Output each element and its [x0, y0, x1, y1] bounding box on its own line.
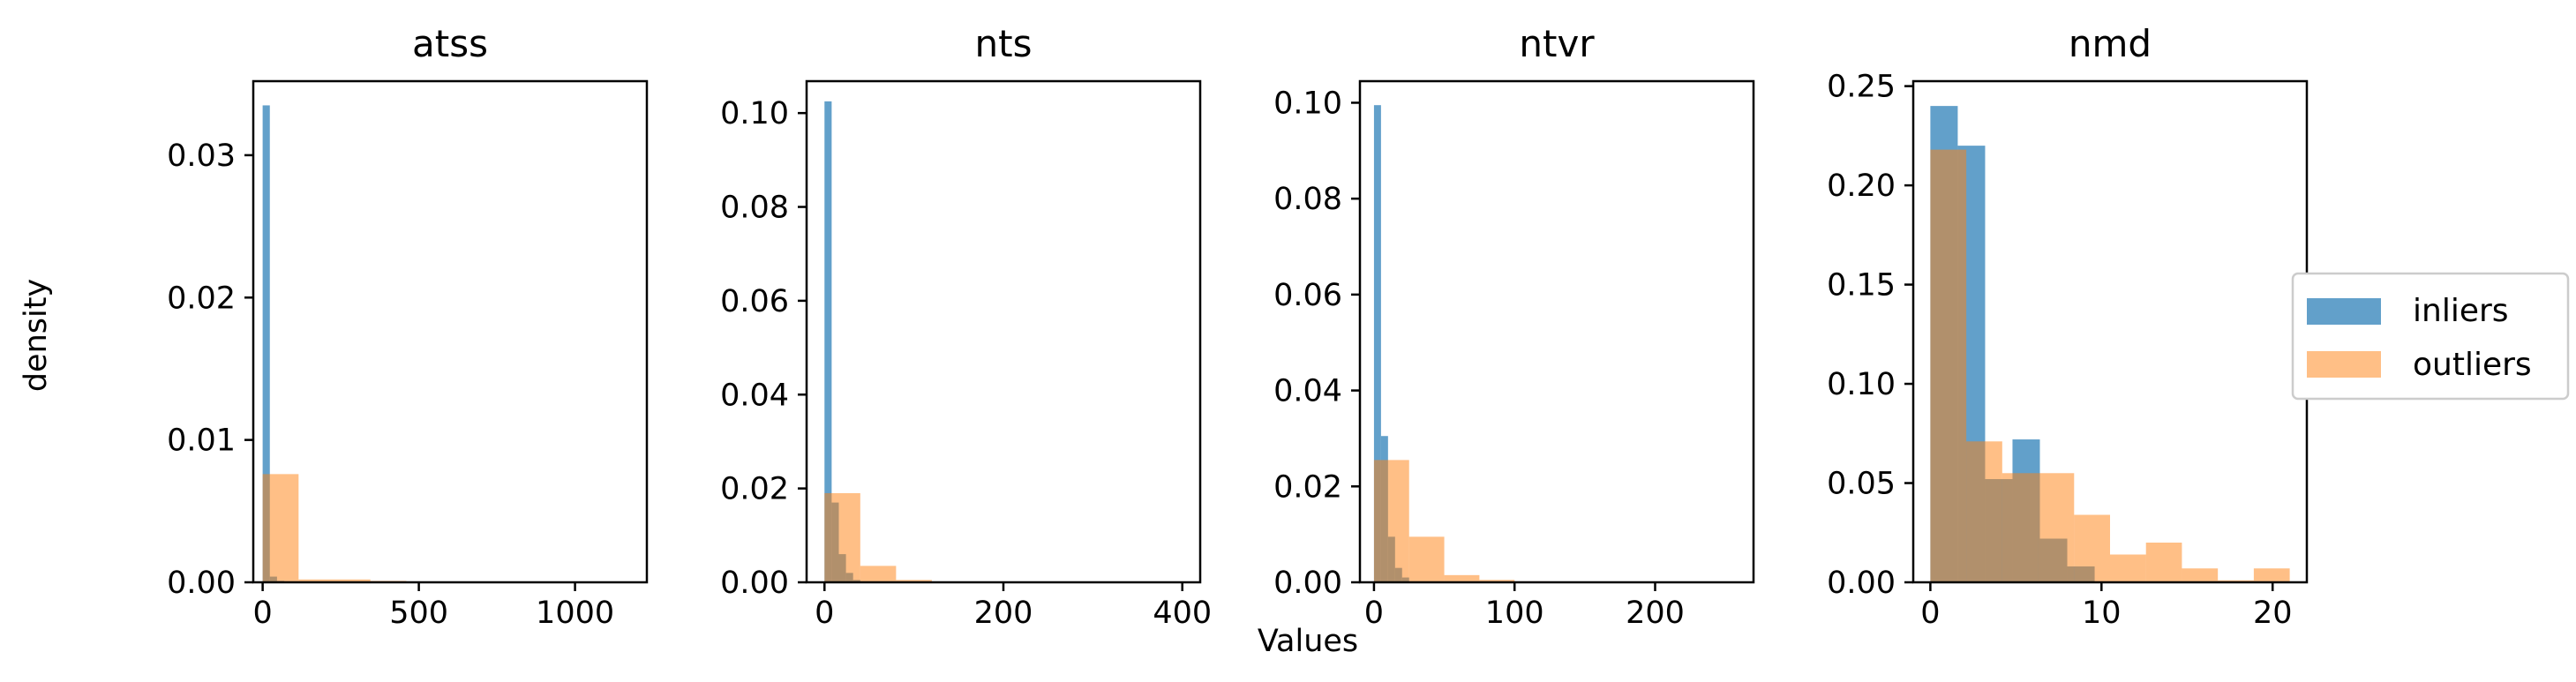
x-tick-label: 200 [1626, 596, 1685, 631]
y-tick-label: 0.02 [720, 472, 789, 507]
y-tick-label: 0.00 [1827, 566, 1896, 601]
y-tick-label: 0.05 [1827, 467, 1896, 502]
x-tick-label: 1000 [536, 596, 614, 631]
y-tick-label: 0.08 [720, 191, 789, 226]
y-tick-label: 0.01 [167, 423, 236, 459]
y-tick-label: 0.00 [167, 566, 236, 601]
legend-swatch-inliers [2307, 298, 2381, 325]
histogram-bar-outliers [2110, 554, 2146, 582]
histogram-bar-outliers [334, 579, 371, 582]
y-tick-label: 0.00 [1273, 566, 1342, 601]
legend: inliers outliers [2291, 272, 2570, 401]
histogram-bar-outliers [1966, 441, 2002, 582]
histogram-bar-outliers [1408, 536, 1445, 582]
histogram-bar-outliers [2038, 473, 2075, 582]
x-tick-label: 400 [1153, 596, 1212, 631]
y-axis-label: density [19, 279, 54, 392]
y-tick-label: 0.04 [1273, 374, 1342, 409]
histogram-bar-outliers [1444, 574, 1480, 582]
histogram-bar-outliers [896, 580, 932, 582]
subplot-title: nmd [2069, 22, 2152, 65]
x-tick-label: 200 [974, 596, 1033, 631]
axes-frame [252, 79, 649, 584]
y-tick-label: 0.02 [1273, 469, 1342, 505]
histogram-bar-outliers [1930, 149, 1967, 583]
histogram-bar-outliers [262, 474, 299, 582]
x-tick-label: 0 [1920, 596, 1940, 631]
y-tick-label: 0.00 [720, 566, 789, 601]
y-tick-label: 0.06 [1273, 278, 1342, 313]
panel-atss: 0 500 1000 0.00 0.01 0.02 0.03 atss [167, 22, 649, 631]
y-tick-label: 0.10 [1273, 86, 1342, 121]
subplot-title: ntvr [1519, 22, 1595, 65]
histogram-bar-outliers [1373, 460, 1409, 582]
x-tick-label: 20 [2253, 596, 2293, 631]
x-tick-label: 10 [2082, 596, 2122, 631]
histogram-bar-inliers [262, 105, 270, 583]
panel-nts: 0 200 400 0.00 0.02 0.04 0.06 0.08 0.10 nts [720, 22, 1212, 631]
axes-frame [1358, 79, 1755, 584]
x-tick-label: 0 [1364, 596, 1384, 631]
histogram-bar-inliers [1373, 105, 1381, 583]
x-tick-label: 500 [389, 596, 448, 631]
y-tick-label: 0.03 [167, 139, 236, 174]
y-tick-label: 0.06 [720, 284, 789, 319]
y-tick-label: 0.08 [1273, 182, 1342, 217]
panel-ntvr: 0 100 200 0.00 0.02 0.04 0.06 0.08 0.10 ntvr [1273, 22, 1755, 631]
legend-swatch-outliers [2307, 351, 2381, 378]
histogram-bar-outliers [2145, 543, 2182, 582]
histogram-bar-inliers [824, 101, 832, 583]
subplot-title: atss [412, 22, 488, 65]
y-tick-label: 0.15 [1827, 268, 1896, 304]
x-tick-label: 0 [815, 596, 834, 631]
y-tick-label: 0.04 [720, 378, 789, 413]
y-tick-label: 0.20 [1827, 169, 1896, 204]
x-tick-label: 100 [1485, 596, 1544, 631]
histogram-bar-outliers [2001, 473, 2039, 582]
x-tick-label: 0 [252, 596, 272, 631]
histogram-bar-outliers [824, 492, 860, 582]
histogram-bar-outliers [2182, 568, 2219, 582]
y-tick-label: 0.02 [167, 281, 236, 316]
histogram-bar-outliers [2074, 514, 2110, 582]
y-tick-label: 0.25 [1827, 70, 1896, 105]
axes-frame [805, 79, 1202, 584]
y-tick-label: 0.10 [720, 96, 789, 131]
panel-nmd: 0 10 20 0.00 0.05 0.10 0.15 0.20 0.25 nmd [1827, 22, 2309, 631]
histogram-bar-outliers [298, 579, 335, 582]
y-tick-label: 0.10 [1827, 367, 1896, 402]
histogram-bar-outliers [1479, 580, 1515, 582]
legend-label-outliers: outliers [2413, 347, 2532, 383]
x-axis-label: Values [1258, 624, 1358, 659]
histogram-bar-outliers [860, 566, 897, 582]
subplot-title: nts [975, 22, 1033, 65]
histogram-bar-outliers [2253, 568, 2290, 582]
legend-label-inliers: inliers [2413, 293, 2509, 329]
